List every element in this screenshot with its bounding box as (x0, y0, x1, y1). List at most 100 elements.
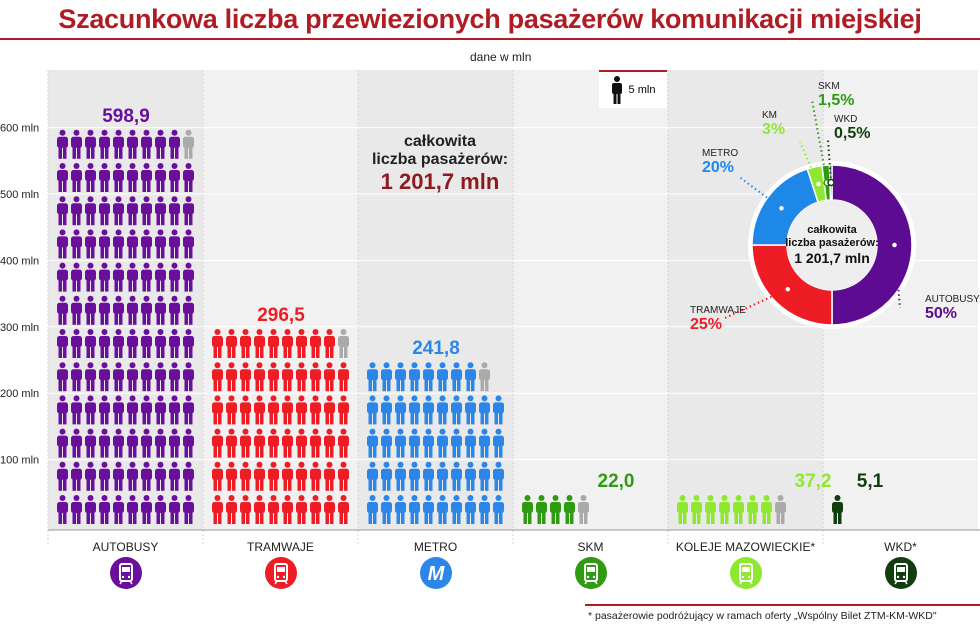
person-mark (296, 395, 307, 425)
person-mark (169, 262, 180, 292)
total-value: 1 201,7 mln (380, 169, 500, 194)
person-mark (479, 461, 490, 491)
person-icon (611, 76, 622, 104)
unit-note: dane w mln (470, 50, 532, 64)
person-mark (226, 428, 237, 458)
person-mark (141, 295, 152, 325)
person-mark (423, 395, 434, 425)
person-mark (296, 329, 307, 358)
person-mark (141, 395, 152, 425)
person-mark (57, 295, 68, 325)
person-mark (451, 461, 462, 491)
person-mark (141, 461, 152, 491)
person-mark (338, 428, 349, 458)
train-icon (730, 557, 762, 589)
partial-person-mark (338, 329, 349, 358)
person-mark (155, 362, 166, 392)
y-tick-label: 200 mln (0, 388, 39, 400)
value-label: 5,1 (857, 471, 884, 492)
person-mark (465, 495, 476, 524)
person-mark (71, 495, 82, 524)
partial-person-mark (578, 495, 589, 524)
person-mark (183, 262, 194, 292)
tram-icon (265, 557, 297, 589)
person-mark (141, 129, 152, 159)
person-mark (183, 461, 194, 491)
legend: 5 mln (599, 70, 667, 108)
person-mark (451, 428, 462, 458)
person-mark (733, 495, 744, 524)
person-mark (71, 461, 82, 491)
person-mark (212, 362, 223, 392)
pie-percent: 1,5% (818, 92, 855, 109)
person-mark (465, 461, 476, 491)
person-mark (113, 395, 124, 425)
person-mark (141, 495, 152, 524)
person-mark (409, 495, 420, 524)
person-mark (71, 196, 82, 226)
person-mark (226, 362, 237, 392)
person-mark (338, 395, 349, 425)
person-mark (127, 461, 138, 491)
person-mark (99, 129, 110, 159)
person-mark (381, 461, 392, 491)
category-label: SKM (577, 540, 604, 554)
person-mark (367, 495, 378, 524)
person-mark (99, 329, 110, 358)
person-mark (71, 129, 82, 159)
person-mark (57, 196, 68, 226)
person-mark (310, 428, 321, 458)
person-mark (113, 129, 124, 159)
person-mark (57, 395, 68, 425)
person-mark (183, 395, 194, 425)
person-mark (127, 129, 138, 159)
person-mark (451, 395, 462, 425)
person-mark (705, 495, 716, 524)
leader-dot (890, 241, 899, 249)
person-mark (155, 495, 166, 524)
category-label: KOLEJE MAZOWIECKIE* (675, 540, 816, 554)
legend-label: 5 mln (628, 84, 656, 96)
value-label: 37,2 (795, 471, 832, 492)
person-mark (155, 428, 166, 458)
person-mark (395, 428, 406, 458)
category-label: WKD* (884, 540, 917, 554)
person-mark (240, 395, 251, 425)
person-mark (169, 362, 180, 392)
person-mark (212, 395, 223, 425)
person-mark (254, 428, 265, 458)
person-mark (423, 428, 434, 458)
person-mark (127, 428, 138, 458)
person-mark (57, 461, 68, 491)
person-mark (479, 395, 490, 425)
person-mark (169, 329, 180, 358)
person-mark (57, 229, 68, 259)
person-mark (155, 229, 166, 259)
person-mark (113, 295, 124, 325)
person-mark (465, 362, 476, 392)
person-mark (113, 262, 124, 292)
pie-percent: 50% (925, 305, 958, 322)
leader-line (799, 141, 820, 185)
category-label: METRO (413, 540, 458, 554)
person-mark (296, 461, 307, 491)
person-mark (240, 495, 251, 524)
person-mark (99, 295, 110, 325)
person-mark (395, 395, 406, 425)
person-mark (282, 362, 293, 392)
y-tick-label: 400 mln (0, 255, 39, 267)
person-mark (395, 495, 406, 524)
person-mark (183, 495, 194, 524)
total-label-2: liczba pasażerów: (371, 151, 509, 168)
person-mark (240, 362, 251, 392)
leader-dot (784, 285, 792, 293)
person-mark (268, 362, 279, 392)
person-mark (155, 196, 166, 226)
person-mark (85, 129, 96, 159)
person-mark (719, 495, 730, 524)
pie-label: SKM (818, 81, 840, 92)
person-mark (169, 163, 180, 192)
person-mark (113, 428, 124, 458)
person-mark (169, 129, 180, 159)
person-mark (155, 295, 166, 325)
